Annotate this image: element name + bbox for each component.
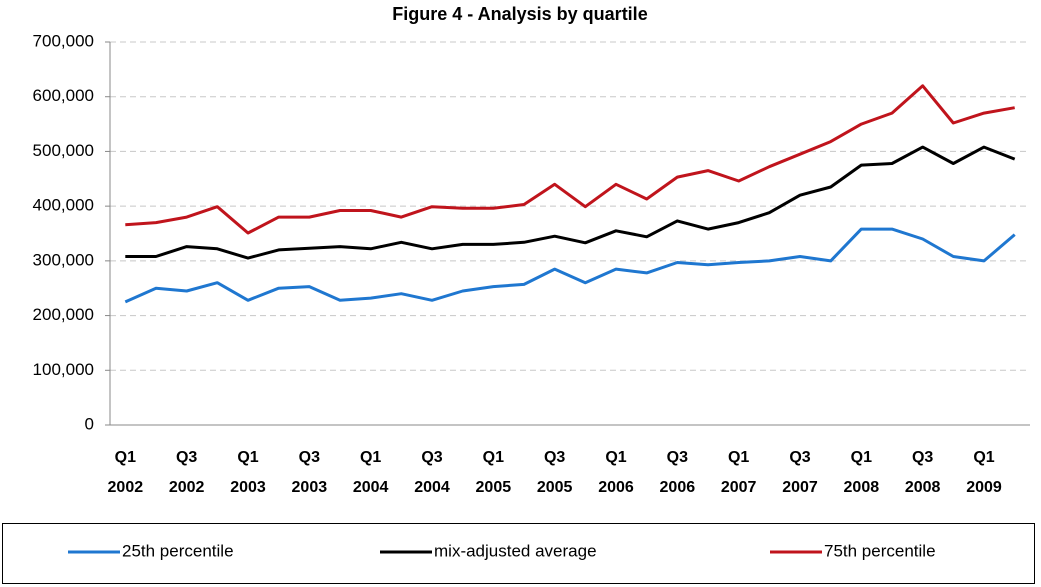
legend-label: mix-adjusted average	[434, 541, 597, 560]
chart-title: Figure 4 - Analysis by quartile	[392, 4, 647, 24]
x-tick-label: Q1 2002	[107, 449, 144, 496]
x-tick-label: Q3 2003	[291, 449, 328, 496]
y-tick-label: 700,000	[33, 31, 94, 50]
x-tick-label: Q3 2005	[536, 449, 573, 496]
y-tick-label: 200,000	[33, 305, 94, 324]
series-line	[124, 227, 1016, 304]
x-tick-label: Q1 2006	[598, 449, 634, 496]
x-tick-label: Q1 2003	[230, 449, 266, 496]
series-line	[125, 84, 1015, 235]
x-tick-label: Q1 2004	[352, 449, 389, 496]
x-tick-label: Q3 2004	[414, 449, 450, 496]
x-tick-label: Q3 2002	[168, 449, 205, 496]
x-tick-label: Q3 2007	[782, 449, 818, 496]
y-tick-label: 400,000	[33, 196, 94, 215]
y-tick-label: 100,000	[33, 360, 94, 379]
series-line	[125, 145, 1016, 260]
legend-box	[2, 523, 1035, 584]
legend-label: 75th percentile	[824, 541, 936, 560]
x-tick-label: Q1 2007	[720, 449, 757, 496]
x-tick-label: Q1 2008	[843, 449, 880, 496]
y-tick-label: 0	[85, 414, 94, 433]
y-tick-label: 600,000	[33, 86, 94, 105]
x-tick-label: Q1 2009	[966, 449, 1002, 496]
x-tick-label: Q3 2008	[904, 449, 941, 496]
x-tick-label: Q3 2006	[659, 449, 696, 496]
y-tick-label: 500,000	[33, 141, 94, 160]
x-tick-label: Q1 2005	[475, 449, 512, 496]
y-tick-label: 300,000	[33, 250, 94, 269]
legend-label: 25th percentile	[122, 541, 234, 560]
